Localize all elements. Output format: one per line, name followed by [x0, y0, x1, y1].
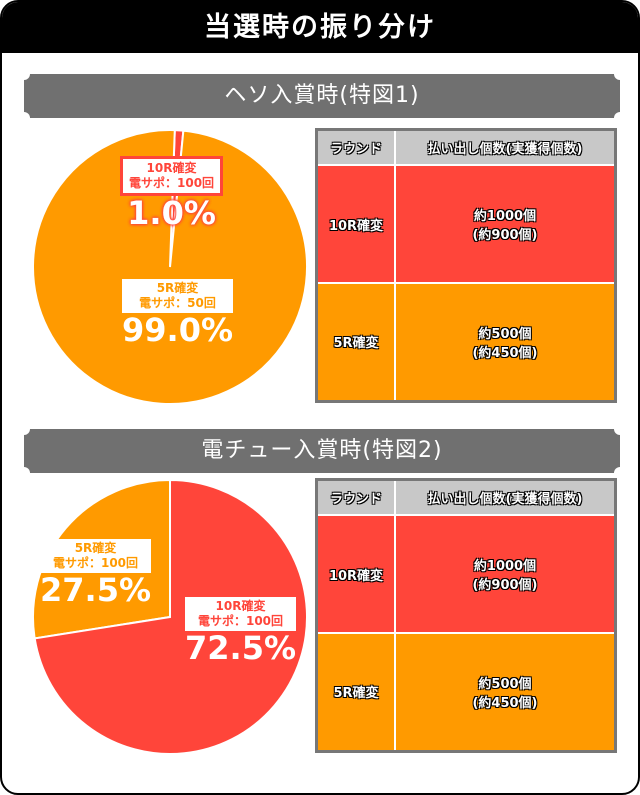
payout: 約500個	[478, 676, 532, 692]
slice-label: 5R確変	[156, 281, 199, 295]
slice-label: 5R確変	[74, 541, 117, 555]
payout-cell: 約500個 (約450個)	[394, 632, 617, 752]
pie-slice	[33, 478, 308, 755]
net: (約450個)	[472, 695, 538, 711]
payout-table-2: ラウンド 払い出し個数(実獲得個数) 10R確変 約1000個 (約900個) 5R確…	[315, 478, 617, 753]
slice-sub: 電サポ：100回	[52, 556, 139, 570]
slice-label: 10R確変	[215, 599, 266, 613]
section-title-2: 電チュー入賞時(特図2)	[201, 438, 443, 463]
table-row: 10R確変 約1000個 (約900個)	[315, 514, 617, 634]
slice-label: 10R確変	[146, 161, 197, 175]
slice-sub: 電サポ：50回	[139, 296, 216, 310]
table-row: 5R確変 約500個 (約450個)	[315, 282, 617, 402]
payout-cell: 約1000個 (約900個)	[394, 514, 617, 634]
payout-cell: 約500個 (約450個)	[394, 282, 617, 402]
pie2-label-5r: 5R確変 電サポ：100回 27.5%	[40, 539, 152, 609]
net: (約900個)	[472, 228, 538, 243]
net: (約900個)	[472, 578, 538, 593]
slice-pct: 72.5%	[185, 629, 297, 667]
slice-sub: 電サポ：100回	[197, 614, 284, 628]
round-cell: 10R確変	[315, 164, 396, 284]
payout-table-1: ラウンド 払い出し個数(実獲得個数) 10R確変 約1000個 (約900個) 5R確…	[315, 128, 617, 403]
payout: 約500個	[478, 326, 532, 342]
table-row: 5R確変 約500個 (約450個)	[315, 632, 617, 752]
table-row: 10R確変 約1000個 (約900個)	[315, 164, 617, 284]
col-header: 払い出し個数(実獲得個数)	[394, 478, 617, 516]
pie1-label-10r: 10R確変 電サポ：100回 1.0%	[120, 156, 224, 232]
slice-pct: 1.0%	[127, 194, 216, 232]
pie-slice	[32, 129, 308, 405]
section-banner-1: ヘソ入賞時(特図1)	[18, 68, 626, 124]
slice-sub: 電サポ：100回	[129, 176, 215, 190]
section-title-1: ヘソ入賞時(特図1)	[224, 83, 420, 108]
pie-chart-1	[32, 129, 308, 405]
col-header: ラウンド	[315, 128, 396, 166]
slice-pct: 99.0%	[122, 311, 234, 349]
pie1-label-5r: 5R確変 電サポ：50回 99.0%	[122, 279, 234, 349]
col-header: ラウンド	[315, 478, 396, 516]
round-cell: 10R確変	[315, 514, 396, 634]
col-header: 払い出し個数(実獲得個数)	[394, 128, 617, 166]
round-cell: 5R確変	[315, 282, 396, 402]
slice-pct: 27.5%	[40, 571, 152, 609]
payout: 約1000個	[473, 559, 537, 574]
page-title: 当選時の振り分け	[2, 2, 638, 53]
net: (約450個)	[472, 345, 538, 361]
section-banner-2: 電チュー入賞時(特図2)	[18, 423, 626, 479]
round-cell: 5R確変	[315, 632, 396, 752]
pie2-label-10r: 10R確変 電サポ：100回 72.5%	[185, 597, 297, 667]
payout: 約1000個	[473, 209, 537, 224]
payout-cell: 約1000個 (約900個)	[394, 164, 617, 284]
